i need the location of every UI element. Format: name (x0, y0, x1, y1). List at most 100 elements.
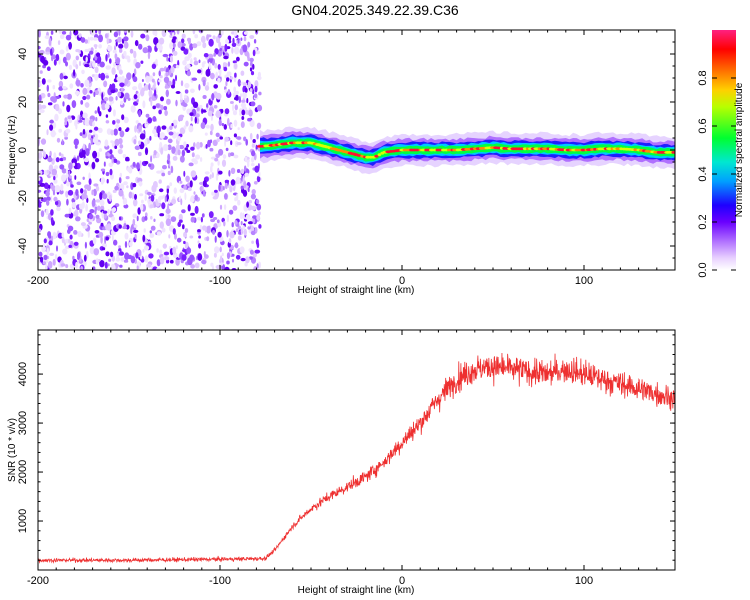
noise-speckle (119, 172, 123, 178)
noise-speckle (82, 143, 85, 151)
noise-speckle (218, 184, 221, 192)
noise-speckle (79, 114, 82, 123)
noise-speckle (191, 158, 197, 163)
noise-speckle (90, 137, 94, 146)
noise-speckle (89, 30, 92, 35)
noise-speckle (119, 130, 125, 138)
noise-speckle (159, 256, 165, 265)
noise-speckle (80, 265, 84, 270)
noise-speckle (50, 195, 53, 202)
noise-speckle (142, 47, 149, 54)
noise-speckle (117, 91, 122, 97)
noise-speckle (93, 44, 98, 48)
noise-speckle (61, 139, 64, 146)
noise-speckle (116, 119, 121, 124)
noise-speckle (249, 119, 255, 128)
noise-speckle (166, 98, 171, 105)
noise-speckle (42, 59, 49, 66)
noise-speckle (122, 225, 128, 230)
noise-speckle (65, 61, 68, 67)
noise-speckle (47, 92, 51, 98)
noise-speckle (224, 266, 230, 270)
noise-speckle (39, 82, 42, 87)
noise-speckle (190, 146, 195, 151)
noise-speckle (101, 247, 106, 251)
noise-speckle (46, 84, 49, 92)
signal-peak (580, 148, 586, 152)
noise-speckle (55, 103, 60, 112)
noise-speckle (149, 233, 155, 238)
noise-speckle (92, 121, 95, 127)
noise-speckle (108, 162, 114, 168)
noise-speckle (240, 70, 245, 76)
noise-speckle (84, 102, 90, 108)
noise-speckle (152, 72, 156, 77)
noise-speckle (201, 109, 207, 113)
noise-speckle (158, 70, 161, 77)
noise-speckle (159, 213, 165, 217)
noise-speckle (244, 109, 250, 115)
noise-speckle (241, 109, 246, 116)
noise-speckle (61, 174, 67, 183)
noise-speckle (118, 69, 123, 75)
noise-speckle (80, 83, 84, 88)
noise-speckle (111, 234, 114, 242)
noise-speckle (204, 225, 207, 233)
noise-speckle (236, 169, 241, 173)
noise-speckle (130, 226, 133, 234)
noise-speckle (38, 177, 41, 181)
noise-speckle (150, 194, 155, 202)
noise-speckle (85, 203, 88, 212)
noise-speckle (175, 258, 180, 266)
noise-speckle (225, 147, 229, 152)
noise-speckle (160, 147, 164, 155)
noise-speckle (209, 130, 213, 136)
noise-speckle (159, 75, 163, 79)
noise-speckle (213, 52, 216, 57)
x-tick-label: 100 (575, 575, 593, 587)
noise-speckle (204, 85, 210, 91)
noise-speckle (241, 99, 246, 103)
noise-speckle (97, 127, 103, 133)
noise-speckle (230, 140, 233, 146)
noise-speckle (163, 76, 170, 84)
noise-speckle (187, 187, 192, 192)
noise-speckle (116, 252, 119, 261)
noise-speckle (134, 40, 139, 47)
noise-speckle (152, 129, 157, 135)
noise-speckle (118, 43, 124, 49)
noise-speckle (192, 43, 198, 49)
noise-speckle (185, 120, 189, 127)
noise-speckle (160, 104, 164, 111)
noise-speckle (42, 64, 46, 69)
noise-speckle (150, 155, 153, 163)
noise-speckle (209, 174, 212, 180)
noise-speckle (56, 245, 58, 252)
noise-speckle (48, 38, 52, 46)
noise-speckle (187, 52, 192, 59)
noise-speckle (75, 216, 81, 222)
noise-speckle (161, 125, 167, 130)
noise-speckle (99, 192, 103, 200)
noise-speckle (158, 195, 164, 200)
noise-speckle (49, 124, 54, 131)
noise-speckle (112, 109, 116, 117)
noise-speckle (249, 35, 255, 39)
signal-peak (446, 148, 452, 152)
noise-speckle (88, 142, 91, 151)
noise-speckle (192, 30, 196, 35)
noise-speckle (161, 227, 166, 233)
noise-speckle (235, 228, 239, 233)
noise-speckle (249, 88, 253, 93)
noise-speckle (82, 95, 87, 101)
noise-speckle (66, 198, 69, 206)
noise-speckle (48, 235, 52, 239)
y-tick-label: 20 (17, 96, 29, 108)
noise-speckle (109, 58, 112, 64)
noise-speckle (135, 90, 138, 95)
signal-peak (388, 150, 394, 153)
noise-speckle (143, 228, 146, 233)
noise-speckle (226, 260, 230, 265)
noise-speckle (135, 252, 139, 259)
noise-speckle (38, 45, 41, 50)
